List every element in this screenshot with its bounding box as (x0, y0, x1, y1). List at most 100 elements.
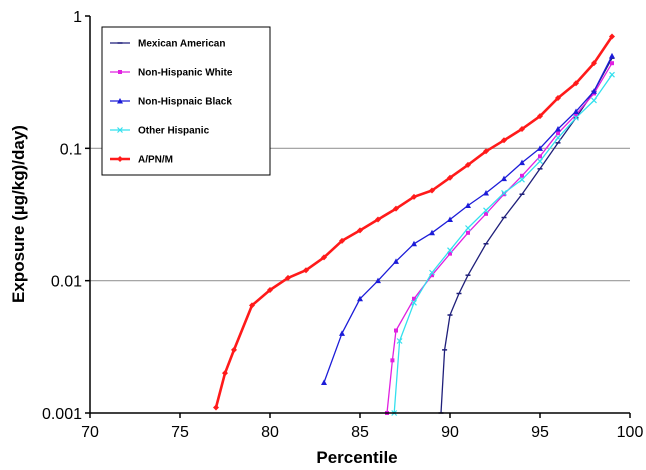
data-point (303, 267, 309, 274)
data-point (538, 154, 542, 159)
legend-label: A/PN/M (138, 155, 173, 166)
x-tick-label: 80 (261, 424, 279, 441)
data-point (609, 33, 615, 40)
legend-item: A/PN/M (110, 155, 173, 166)
y-tick-label: 0.01 (51, 274, 82, 291)
data-point (339, 330, 345, 336)
series-line (393, 74, 613, 414)
data-point (285, 274, 291, 281)
data-point (465, 161, 471, 168)
data-point (231, 346, 237, 353)
data-point (118, 70, 122, 74)
data-point (411, 193, 417, 200)
data-point (501, 175, 507, 182)
data-point (411, 240, 417, 247)
legend-label: Other Hispanic (138, 126, 210, 137)
data-point (556, 131, 560, 136)
series-lines (213, 33, 615, 416)
legend-label: Non-Hispnaic Black (138, 97, 232, 108)
data-point (573, 80, 579, 87)
data-point (484, 211, 488, 216)
x-tick-label: 90 (441, 424, 459, 441)
data-point (429, 229, 435, 236)
data-point (537, 158, 543, 165)
legend-item: Mexican American (110, 39, 225, 50)
legend-label: Non-Hispanic White (138, 68, 233, 79)
data-point (393, 258, 399, 264)
data-point (483, 189, 489, 196)
data-point (555, 95, 561, 102)
data-point (412, 296, 416, 301)
data-point (519, 176, 525, 183)
data-point (213, 404, 219, 411)
data-point (267, 287, 273, 294)
x-tick-label: 75 (171, 424, 189, 441)
data-point (429, 187, 435, 194)
data-point (117, 127, 123, 133)
x-axis-title: Percentile (316, 448, 397, 467)
data-point (502, 192, 506, 197)
y-tick-label: 0.1 (60, 141, 82, 158)
data-point (610, 61, 614, 66)
series-line (440, 57, 613, 414)
data-point (339, 237, 345, 244)
series-line (323, 55, 613, 383)
data-point (375, 277, 381, 284)
data-point (393, 205, 399, 212)
data-point (555, 134, 561, 141)
data-point (222, 370, 228, 377)
data-point (117, 156, 123, 162)
data-point (573, 114, 579, 121)
data-point (501, 137, 507, 144)
tick-labels: 0.001 0.01 0.1 1 70 75 80 85 90 95 100 (42, 9, 643, 441)
legend: Mexican American Non-Hispanic White Non-Hi… (101, 26, 271, 176)
data-point (447, 216, 453, 222)
legend-item: Non-Hispanic White (110, 68, 233, 79)
data-point (357, 227, 363, 234)
data-point (591, 60, 597, 67)
data-point (465, 202, 471, 208)
series-4 (213, 33, 615, 411)
axes (85, 15, 631, 418)
y-tick-label: 0.001 (42, 406, 82, 423)
data-point (411, 299, 417, 306)
series-line (214, 35, 614, 408)
legend-item: Other Hispanic (110, 126, 210, 137)
data-point (390, 358, 395, 363)
data-point (537, 145, 543, 151)
data-point (357, 295, 363, 302)
data-point (447, 174, 453, 181)
data-point (483, 207, 489, 214)
data-point (609, 71, 615, 78)
series-2 (321, 52, 615, 386)
data-point (591, 88, 597, 94)
legend-item: Non-Hispnaic Black (110, 97, 232, 108)
data-point (447, 247, 453, 254)
data-point (520, 173, 524, 178)
x-tick-label: 100 (617, 424, 644, 441)
data-point (573, 108, 579, 114)
x-tick-label: 95 (531, 424, 549, 441)
data-point (519, 125, 525, 132)
y-axis-title: Exposure (µg/kg)/day) (9, 125, 28, 303)
x-tick-label: 70 (81, 424, 99, 441)
data-point (394, 328, 398, 333)
data-point (429, 269, 435, 276)
legend-label: Mexican American (138, 39, 225, 50)
data-point (321, 379, 327, 386)
data-point (591, 97, 597, 104)
data-point (465, 225, 471, 231)
data-point (501, 190, 507, 196)
data-point (519, 159, 525, 166)
data-point (574, 112, 578, 117)
data-point (117, 98, 123, 104)
data-point (249, 302, 255, 309)
data-point (609, 52, 615, 59)
y-tick-label: 1 (73, 9, 82, 26)
series-3 (391, 71, 615, 416)
x-tick-label: 85 (351, 424, 369, 441)
data-point (430, 273, 434, 278)
data-point (537, 113, 543, 120)
data-point (466, 230, 470, 235)
